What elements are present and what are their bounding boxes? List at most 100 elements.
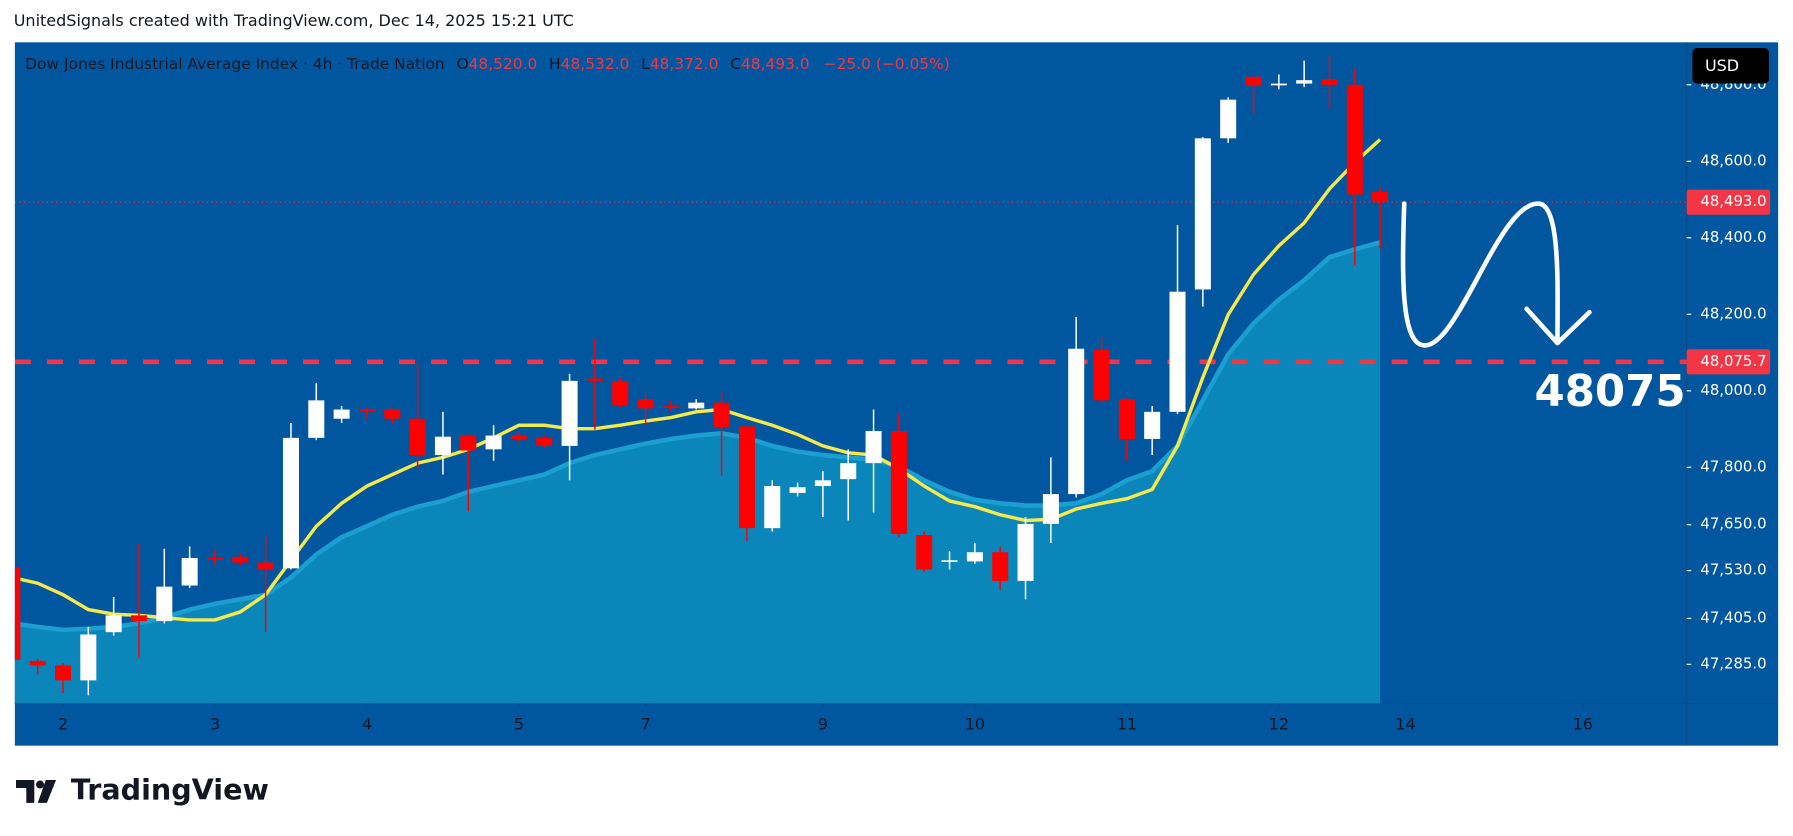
y-tick-label: 48,600.0 xyxy=(1700,151,1766,169)
candle-body xyxy=(688,402,705,409)
candle-body xyxy=(637,399,654,409)
candle-body xyxy=(510,435,527,440)
candle-body xyxy=(333,409,350,419)
candle-body xyxy=(1042,494,1059,524)
ema-line xyxy=(14,138,1382,622)
currency-box[interactable] xyxy=(1692,48,1769,84)
legend: Dow Jones Industrial Average Index · 4h … xyxy=(25,55,950,73)
candle-body xyxy=(282,437,299,569)
legend-value: 48,520.0 xyxy=(469,55,538,73)
candle-body xyxy=(1017,523,1034,581)
legend-label: O xyxy=(456,55,468,73)
x-tick-label: 5 xyxy=(514,715,524,734)
candle-body xyxy=(966,552,983,562)
legend-label: C xyxy=(730,55,741,73)
candle-body xyxy=(1245,76,1262,86)
candle-body xyxy=(14,567,21,660)
candle-body xyxy=(1321,79,1338,85)
footer-logo-text: TradingView xyxy=(71,772,269,806)
x-tick-label: 2 xyxy=(58,715,68,734)
legend-label: H xyxy=(549,55,561,73)
candle-body xyxy=(992,552,1009,581)
legend-title: Dow Jones Industrial Average Index · 4h … xyxy=(25,55,445,73)
candle-body xyxy=(1169,291,1186,412)
x-tick-label: 10 xyxy=(965,715,985,734)
y-tick-label: 47,530.0 xyxy=(1700,561,1766,579)
candle-body xyxy=(764,486,781,529)
x-tick-label: 16 xyxy=(1573,715,1593,734)
candle-body xyxy=(384,409,401,419)
y-tick-label: 47,800.0 xyxy=(1700,457,1766,475)
candle-body xyxy=(865,430,882,464)
drawn-arrow xyxy=(1400,201,1592,348)
price-label: 48,493.0 xyxy=(1700,192,1766,210)
y-tick-label: 48,000.0 xyxy=(1700,381,1766,399)
currency[interactable]: USD xyxy=(1705,56,1739,75)
ma-area xyxy=(14,242,1381,704)
x-tick-label: 4 xyxy=(362,715,372,734)
candle-body xyxy=(814,480,831,487)
candle-body xyxy=(1220,99,1237,139)
candle-body xyxy=(1068,348,1085,495)
legend-label: L xyxy=(641,55,650,73)
candle-body xyxy=(434,436,451,456)
x-tick-label: 3 xyxy=(210,715,220,734)
candle-body xyxy=(916,535,933,570)
candle-body xyxy=(257,562,274,570)
candle-body xyxy=(206,557,223,560)
logo xyxy=(16,779,57,803)
candle-body xyxy=(941,560,958,562)
legend-change: −25.0 (−0.05%) xyxy=(824,55,950,73)
candle-body xyxy=(713,402,730,428)
y-tick-label: 48,200.0 xyxy=(1700,304,1766,322)
x-tick-label: 14 xyxy=(1395,715,1415,734)
candle-body xyxy=(840,463,857,480)
y-tick-label: 47,405.0 xyxy=(1700,608,1766,626)
legend-value: 48,372.0 xyxy=(650,55,719,73)
x-tick-label: 12 xyxy=(1269,715,1289,734)
candle-body xyxy=(1093,349,1110,401)
x-tick-label: 11 xyxy=(1117,715,1137,734)
header: UnitedSignals created with TradingView.c… xyxy=(14,11,574,30)
x-tick-label: 9 xyxy=(818,715,828,734)
candle-body xyxy=(1296,80,1313,84)
candle-body xyxy=(789,487,806,493)
candle-body xyxy=(409,418,426,456)
candle-body xyxy=(890,430,907,534)
candle-body xyxy=(105,615,122,633)
legend-value: 48,532.0 xyxy=(561,55,630,73)
y-tick-label: 47,650.0 xyxy=(1700,515,1766,533)
plot-area xyxy=(14,54,1687,704)
price-label-box xyxy=(1686,189,1771,215)
candle-body xyxy=(1372,191,1389,203)
candle-body xyxy=(1194,138,1211,290)
legend-value: 48,493.0 xyxy=(741,55,810,73)
candle-body xyxy=(586,378,603,381)
candle-body xyxy=(460,435,477,451)
candle-body xyxy=(536,437,553,446)
candle-body xyxy=(156,586,173,622)
candle-body xyxy=(130,615,147,622)
price-label: 48,075.7 xyxy=(1700,352,1766,370)
candle-body xyxy=(358,409,375,412)
candle-body xyxy=(1118,399,1135,440)
candle-body xyxy=(232,556,249,563)
y-tick-label: 47,285.0 xyxy=(1700,654,1766,672)
candle-body xyxy=(738,426,755,529)
candle-body xyxy=(29,660,46,666)
x-tick-label: 7 xyxy=(640,715,650,734)
candle-body xyxy=(612,380,629,405)
candle-body xyxy=(561,380,578,446)
candle-body xyxy=(1144,411,1161,440)
candle-body xyxy=(662,406,679,408)
candle-body xyxy=(485,435,502,450)
candle-body xyxy=(1270,83,1287,86)
candle-body xyxy=(181,557,198,586)
price-label-box xyxy=(1686,349,1771,375)
candle-body xyxy=(54,665,71,681)
y-tick-label: 48,400.0 xyxy=(1700,228,1766,246)
ma-line xyxy=(14,240,1381,633)
annotation: 48075 xyxy=(1534,367,1685,417)
candle-body xyxy=(308,400,325,438)
